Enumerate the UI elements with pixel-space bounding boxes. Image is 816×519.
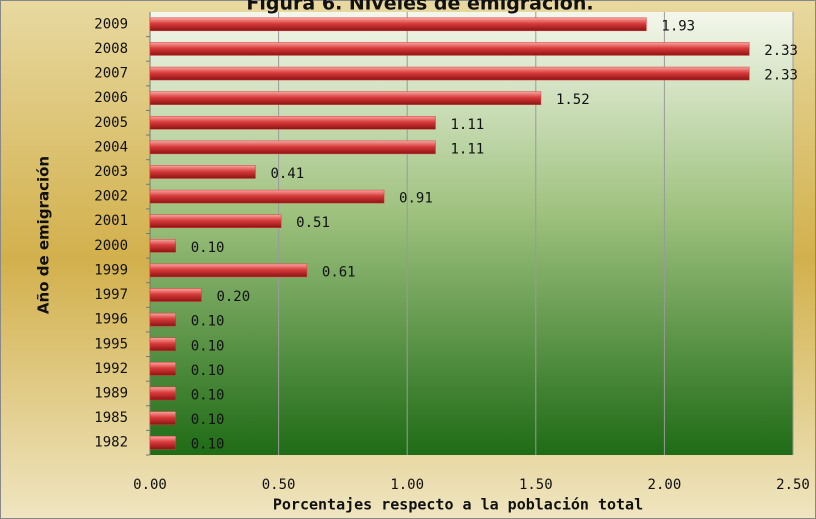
- data-label: 0.10: [191, 412, 225, 428]
- data-label: 2.33: [764, 68, 798, 84]
- y-tick-label: 2004: [94, 139, 128, 155]
- data-label: 0.10: [191, 338, 225, 354]
- y-tick-label: 1999: [94, 262, 128, 278]
- y-tick-label: 1996: [94, 312, 128, 328]
- x-tick-label: 2.00: [648, 477, 682, 493]
- bar: [149, 386, 176, 401]
- y-tick-label: 2003: [94, 164, 128, 180]
- data-label: 0.51: [296, 215, 330, 231]
- data-label: 0.20: [216, 289, 250, 305]
- y-tick-label: 1995: [94, 336, 128, 352]
- bar: [149, 140, 436, 155]
- x-axis-label: Porcentajes respecto a la población tota…: [273, 496, 643, 514]
- y-tick-label: 2008: [94, 41, 128, 57]
- y-tick-label: 2007: [94, 66, 128, 82]
- data-label: 0.10: [191, 363, 225, 379]
- data-label: 2.33: [764, 43, 798, 59]
- data-label: 0.10: [191, 387, 225, 403]
- y-tick-label: 2001: [94, 213, 128, 229]
- data-label: 0.10: [191, 314, 225, 330]
- bar: [149, 411, 176, 425]
- bar: [149, 312, 176, 327]
- chart-title: Figura 6. Niveles de emigración.: [246, 0, 593, 15]
- bar: [149, 17, 647, 32]
- data-label: 1.52: [556, 92, 590, 108]
- y-axis-label: Año de emigración: [35, 156, 53, 314]
- data-label: 1.11: [450, 141, 484, 157]
- bar: [149, 91, 542, 105]
- data-label: 1.93: [661, 18, 695, 34]
- bar: [149, 239, 176, 253]
- bar: [149, 362, 176, 376]
- y-tick-label: 1997: [94, 287, 128, 303]
- bar: [149, 66, 750, 81]
- y-tick-label: 2002: [94, 189, 128, 205]
- bar: [149, 42, 750, 56]
- y-tick-label: 1985: [94, 410, 128, 426]
- y-tick-label: 2006: [94, 90, 128, 106]
- bar: [149, 435, 176, 450]
- plot-area: [150, 12, 793, 455]
- data-label: 0.91: [399, 191, 433, 207]
- data-label: 0.10: [191, 437, 225, 453]
- y-tick-label: 1992: [94, 361, 128, 377]
- data-label: 0.61: [322, 264, 356, 280]
- data-label: 0.41: [270, 166, 304, 182]
- y-tick-label: 2005: [94, 115, 128, 131]
- x-tick-label: 1.50: [519, 477, 553, 493]
- bar: [149, 165, 256, 179]
- bar: [149, 214, 282, 228]
- x-tick-label: 0.50: [262, 477, 296, 493]
- bar: [149, 288, 202, 302]
- y-tick-label: 1982: [94, 435, 128, 451]
- bar: [149, 116, 436, 130]
- y-tick-label: 1989: [94, 385, 128, 401]
- data-label: 1.11: [450, 117, 484, 133]
- x-tick-label: 0.00: [133, 477, 167, 493]
- bar: [149, 263, 308, 278]
- x-tick-label: 2.50: [776, 477, 810, 493]
- y-tick-label: 2009: [94, 16, 128, 32]
- x-tick-label: 1.00: [390, 477, 424, 493]
- bar: [149, 189, 385, 204]
- data-label: 0.10: [191, 240, 225, 256]
- y-tick-label: 2000: [94, 238, 128, 254]
- bar: [149, 337, 176, 351]
